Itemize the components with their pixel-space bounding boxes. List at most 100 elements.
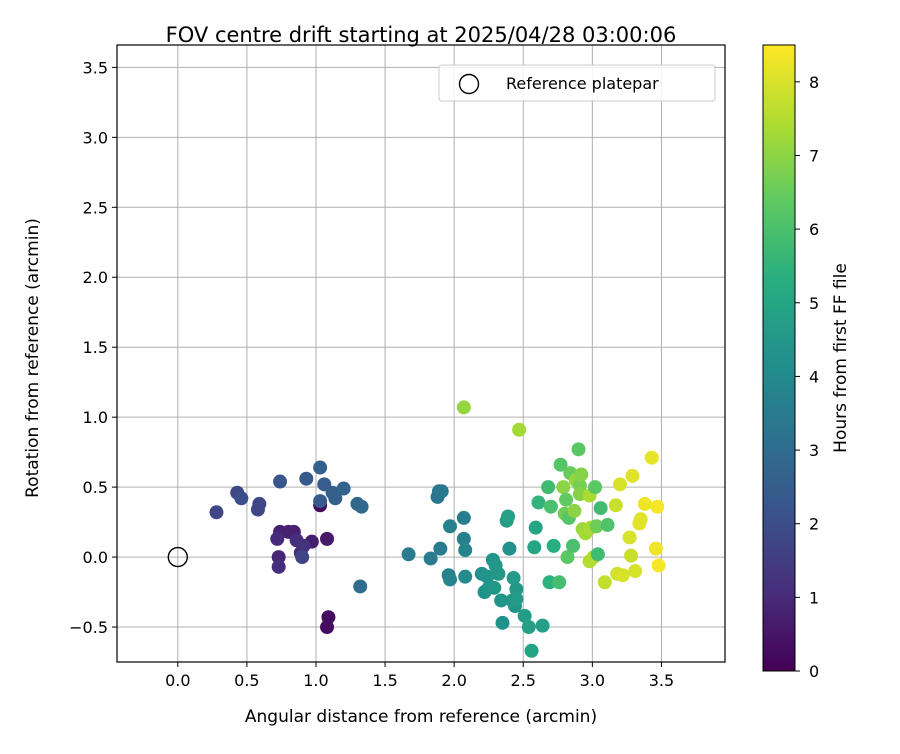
x-tick-label: 2.5 [511, 671, 536, 690]
data-point [527, 540, 542, 555]
data-point [597, 575, 612, 590]
data-point [650, 499, 665, 514]
x-tick-label: 2.0 [441, 671, 466, 690]
reference-platepar-point [167, 546, 189, 568]
data-point [495, 615, 510, 630]
data-point [637, 496, 652, 511]
data-point [648, 541, 663, 556]
data-points [209, 400, 666, 658]
data-point [535, 618, 550, 633]
x-tick-label: 1.0 [303, 671, 328, 690]
data-point [524, 643, 539, 658]
data-point [589, 519, 604, 534]
colorbar: 0 1 2 3 4 5 6 7 8 Hours from first FF file [762, 44, 851, 681]
data-point [588, 480, 603, 495]
x-axis-ticks: 0.0 0.5 1.0 1.5 2.0 2.5 3.0 3.5 [165, 662, 674, 690]
data-point [612, 477, 627, 492]
data-point [270, 531, 285, 546]
colorbar-tick-label: 5 [809, 294, 819, 313]
data-point [509, 582, 524, 597]
colorbar-tick-label: 8 [809, 73, 819, 92]
data-point [543, 499, 558, 514]
data-point [456, 531, 471, 546]
data-point [480, 569, 495, 584]
data-point [506, 571, 521, 586]
y-tick-label: 2.0 [83, 268, 108, 287]
data-point [313, 494, 328, 509]
legend-entry: Reference platepar [506, 74, 659, 93]
colorbar-tick-label: 4 [809, 367, 819, 386]
data-point [296, 538, 311, 553]
colorbar-tick-label: 3 [809, 441, 819, 460]
data-point [313, 460, 328, 475]
y-tick-label: 3.5 [83, 58, 108, 77]
data-point [433, 541, 448, 556]
legend-box [438, 64, 716, 102]
data-point [487, 580, 502, 595]
data-point [622, 530, 637, 545]
data-point [401, 547, 416, 562]
y-tick-label: 0.5 [83, 478, 108, 497]
data-point [615, 568, 630, 583]
legend-marker-icon [458, 73, 480, 95]
y-tick-label: 1.5 [83, 338, 108, 357]
data-point [559, 492, 574, 507]
data-point [556, 480, 571, 495]
data-point [633, 512, 648, 527]
data-point [299, 471, 314, 486]
data-point [458, 543, 473, 558]
data-point [209, 505, 224, 520]
data-point [320, 531, 335, 546]
data-point [600, 517, 615, 532]
data-point [542, 575, 557, 590]
colorbar-gradient [762, 44, 796, 672]
data-point [651, 558, 666, 573]
colorbar-tick-label: 7 [809, 146, 819, 165]
data-point [517, 608, 532, 623]
colorbar-tick-label: 6 [809, 220, 819, 239]
reference-marker [167, 546, 189, 568]
data-point [541, 480, 556, 495]
data-point [321, 610, 336, 625]
x-axis-label: Angular distance from reference (arcmin) [245, 707, 597, 727]
data-point [512, 422, 527, 437]
data-point [295, 550, 310, 565]
data-point [328, 491, 343, 506]
data-point [574, 467, 589, 482]
x-tick-label: 3.0 [580, 671, 605, 690]
y-tick-label: 0.0 [83, 548, 108, 567]
data-point [443, 519, 458, 534]
x-tick-label: 3.5 [649, 671, 674, 690]
data-point [521, 620, 536, 635]
chart-title: FOV centre drift starting at 2025/04/28 … [166, 23, 677, 47]
y-tick-label: 2.5 [83, 198, 108, 217]
data-point [590, 547, 605, 562]
x-tick-label: 0.0 [165, 671, 190, 690]
data-point [644, 450, 659, 465]
data-point [354, 499, 369, 514]
data-point [336, 481, 351, 496]
y-tick-label: −0.5 [69, 618, 108, 637]
data-point [458, 569, 473, 584]
y-axis-ticks: −0.5 0.0 0.5 1.0 1.5 2.0 2.5 3.0 3.5 [69, 58, 117, 637]
data-point [271, 559, 286, 574]
x-tick-label: 1.5 [372, 671, 397, 690]
data-point [456, 510, 471, 525]
data-point [443, 572, 458, 587]
colorbar-label: Hours from first FF file [831, 263, 851, 453]
data-point [553, 457, 568, 472]
data-point [271, 550, 286, 565]
data-point [560, 550, 575, 565]
data-point [434, 484, 449, 499]
legend: Reference platepar [438, 64, 716, 102]
data-point [509, 592, 524, 607]
data-point [234, 491, 249, 506]
data-point [628, 564, 643, 579]
data-point [423, 551, 438, 566]
y-axis-label: Rotation from reference (arcmin) [23, 218, 43, 498]
colorbar-tick-label: 0 [809, 662, 819, 681]
data-point [546, 538, 561, 553]
y-tick-label: 3.0 [83, 128, 108, 147]
data-point [353, 579, 368, 594]
